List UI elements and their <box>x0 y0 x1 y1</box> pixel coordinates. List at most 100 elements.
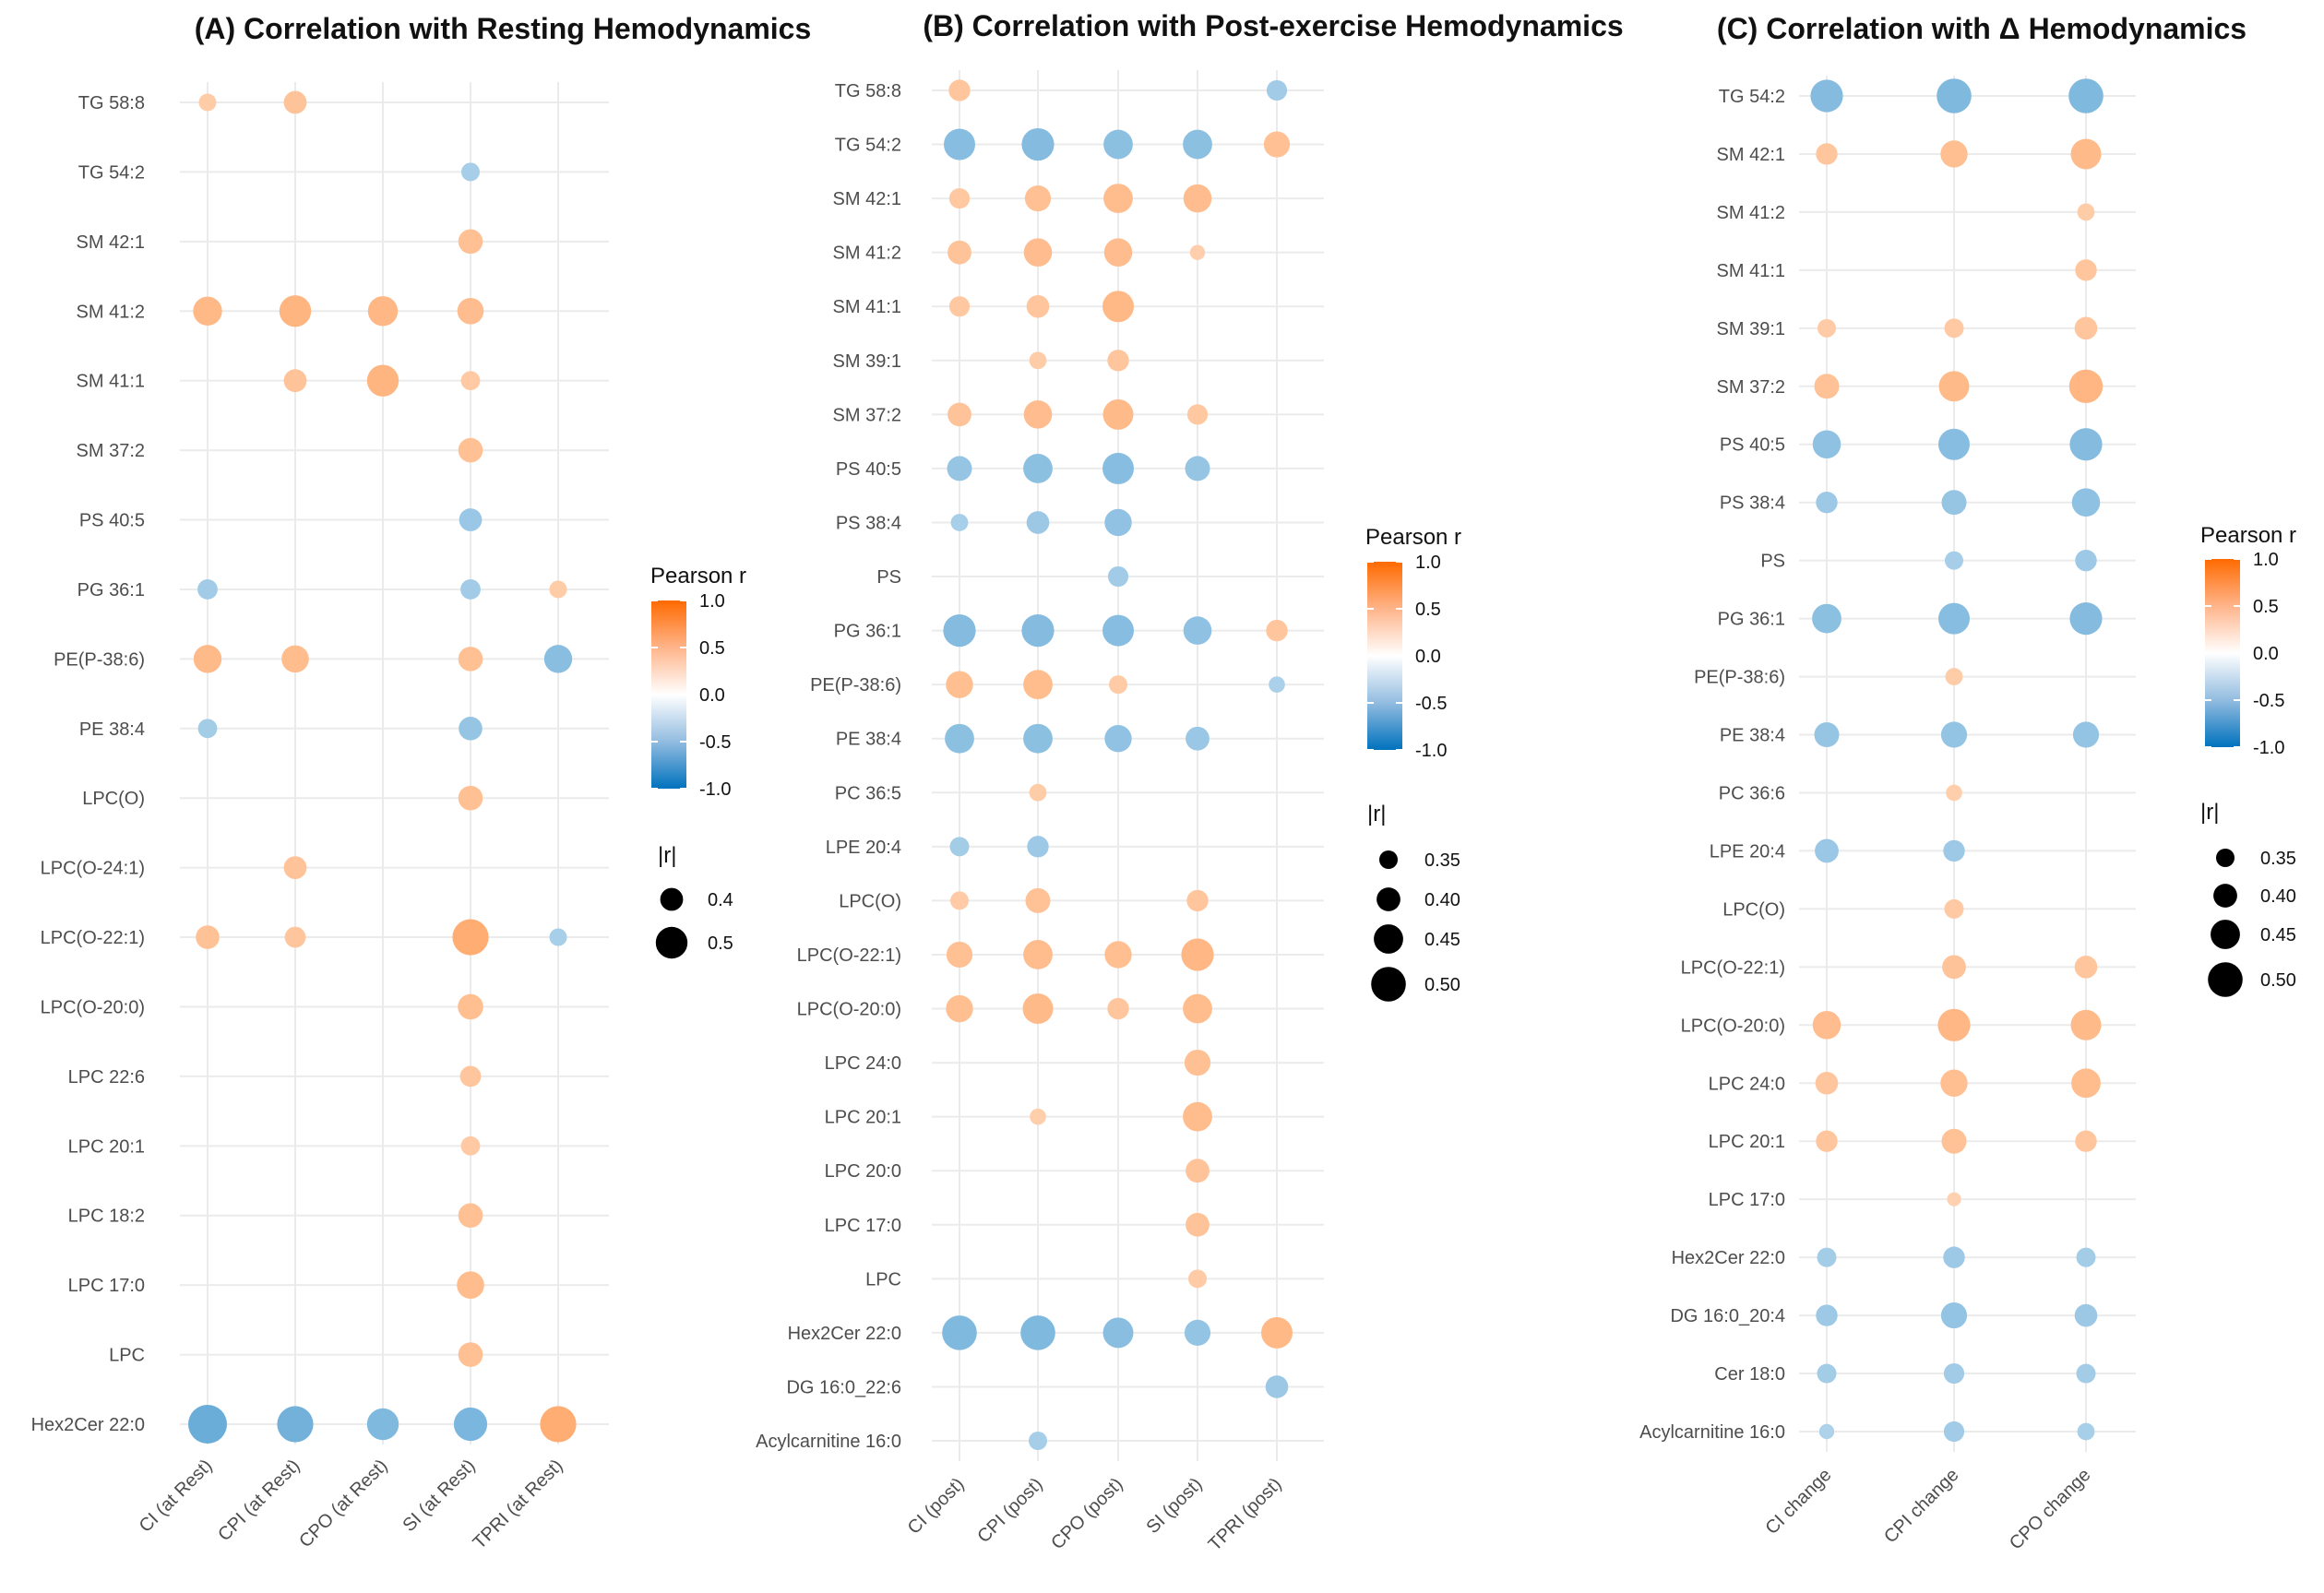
panel-c-size-legend-dot <box>2213 884 2237 908</box>
panel-a-plot: TG 58:8 TG 54:2 SM 42:1 SM 41:2 SM 41:1 SM 37… <box>31 82 609 1553</box>
panel-c-y-tick-label: LPC(O) <box>1722 899 1785 920</box>
panel-a-point <box>458 1342 483 1367</box>
panel-a-point <box>196 925 220 949</box>
panel-c-point <box>1816 1130 1838 1152</box>
panel-b-color-legend-label: -1.0 <box>1415 741 1447 761</box>
panel-b-size-legend-label: 0.35 <box>1424 850 1460 871</box>
panel-b-y-tick-label: PE 38:4 <box>836 730 901 750</box>
panel-b-point <box>1265 1375 1289 1398</box>
panel-c-point <box>1943 839 1965 862</box>
panel-b-point <box>1107 997 1129 1020</box>
panel-c-point <box>1938 371 1970 402</box>
panel-c-point <box>1947 1192 1961 1207</box>
panel-a-point <box>284 926 306 948</box>
panel-a: (A) Correlation with Resting Hemodynamic… <box>31 12 812 1553</box>
panel-c-point <box>2069 602 2103 636</box>
panel-b-x-tick-label: CPI (post) <box>973 1474 1046 1547</box>
panel-a-point <box>188 1405 227 1444</box>
panel-c-y-tick-label: PS <box>1760 552 1785 572</box>
panel-b-y-tick-label: LPC(O-22:1) <box>797 945 901 966</box>
panel-b-point <box>1023 238 1053 267</box>
panel-c-point <box>1938 428 1970 460</box>
panel-b-point <box>1026 511 1050 534</box>
panel-b-point <box>1102 1317 1134 1349</box>
panel-b-y-tick-label: PS <box>876 567 901 588</box>
panel-b-point <box>1027 836 1049 858</box>
panel-b-point <box>944 128 975 160</box>
panel-b-y-tick-label: PG 36:1 <box>834 622 901 642</box>
panel-c-point <box>2069 428 2103 461</box>
panel-b-point <box>1103 184 1133 214</box>
panel-c-point <box>2077 1422 2095 1441</box>
panel-b-point <box>1025 887 1051 913</box>
panel-c-color-legend-title: Pearson r <box>2200 523 2296 548</box>
panel-a-point <box>460 371 481 391</box>
panel-c-y-tick-label: TG 54:2 <box>1719 87 1785 107</box>
panel-b-point <box>1183 993 1212 1024</box>
panel-a-y-tick-label: LPC 22:6 <box>68 1067 145 1088</box>
panel-c-color-legend-label: -1.0 <box>2253 738 2284 758</box>
panel-a-point <box>366 364 399 397</box>
panel-c-size-legend-dot <box>2216 849 2235 867</box>
panel-c-y-tick-label: PS 40:5 <box>1720 435 1785 456</box>
panel-a-point <box>452 919 489 956</box>
panel-b-point <box>1029 783 1047 802</box>
panel-a-x-tick-label: TPRI (at Rest) <box>470 1456 567 1553</box>
panel-c-y-tick-label: PE 38:4 <box>1720 726 1785 746</box>
panel-b-point <box>1269 676 1285 693</box>
panel-c-y-tick-label: LPC 17:0 <box>1709 1190 1785 1210</box>
panel-b-x-tick-label: SI (post) <box>1143 1474 1207 1538</box>
panel-b-point <box>948 296 971 317</box>
panel-a-color-legend-label: -0.5 <box>699 732 731 753</box>
panel-c-point <box>2076 1247 2096 1267</box>
panel-b-size-legend: |r| 0.35 0.40 0.45 0.50 <box>1367 802 1460 1002</box>
panel-c-point <box>2071 488 2101 517</box>
panel-a-point <box>461 162 480 182</box>
panel-c-point <box>1812 430 1841 459</box>
panel-c-point <box>2070 138 2102 170</box>
panel-c-point <box>1810 79 1843 113</box>
panel-b-size-legend-dot <box>1374 924 1403 954</box>
panel-c-x-tick-label: CI change <box>1762 1465 1836 1539</box>
panel-b-point <box>1186 889 1209 912</box>
panel-c-x-tick-label: CPI change <box>1880 1465 1962 1547</box>
panel-b-y-tick-label: LPC 20:1 <box>825 1108 901 1128</box>
panel-b-plot: TG 58:8 TG 54:2 SM 42:1 SM 41:2 SM 41:1 SM 39… <box>756 70 1324 1555</box>
panel-c-color-legend-label: 0.5 <box>2253 597 2279 617</box>
panel-b-y-tick-label: LPC 24:0 <box>825 1053 901 1074</box>
panel-a-point <box>453 1407 488 1442</box>
panel-c-size-legend-dot <box>2211 920 2240 949</box>
panel-b-size-legend-label: 0.40 <box>1424 890 1460 910</box>
panel-c-y-tick-label: LPC 24:0 <box>1709 1074 1785 1094</box>
panel-c-point <box>1817 1363 1837 1384</box>
panel-c-point <box>1946 784 1962 802</box>
panel-a-y-tick-label: SM 41:1 <box>77 372 145 392</box>
panel-b-point <box>1102 398 1134 430</box>
panel-c-point <box>1937 78 1972 113</box>
panel-c-plot: TG 54:2 SM 42:1 SM 41:2 SM 41:1 SM 39:1 SM 37… <box>1639 76 2136 1554</box>
panel-c-point <box>1940 140 1968 168</box>
panel-a-point <box>283 369 307 393</box>
panel-b-y-tick-label: PS 40:5 <box>836 459 901 480</box>
panel-b-point <box>942 1315 977 1350</box>
panel-c-y-tick-label: SM 42:1 <box>1717 145 1785 165</box>
panel-b-point <box>943 614 976 648</box>
panel-b-point <box>1186 1212 1210 1237</box>
panel-a-point <box>277 1406 314 1443</box>
panel-c-y-tick-label: LPC(O-20:0) <box>1681 1016 1785 1036</box>
panel-c-y-tick-label: PS 38:4 <box>1720 493 1785 514</box>
panel-a-y-tick-label: PS 40:5 <box>79 511 145 531</box>
panel-c-point <box>1943 1246 1965 1268</box>
panel-b-point <box>1263 131 1291 158</box>
panel-a-point <box>459 716 483 741</box>
panel-b-size-legend-dot <box>1371 967 1406 1002</box>
panel-c-x-tick-label: CPO change <box>2006 1465 2095 1554</box>
panel-a-size-legend-label: 0.4 <box>708 890 733 910</box>
panel-b-point <box>1029 351 1047 370</box>
panel-a-point <box>197 719 218 739</box>
panel-b-point <box>1029 1432 1047 1450</box>
panel-b-point <box>1186 1159 1210 1183</box>
panel-c-color-legend-label: 1.0 <box>2253 550 2279 570</box>
panel-a-point <box>458 647 483 672</box>
panel-a-point <box>281 645 309 673</box>
